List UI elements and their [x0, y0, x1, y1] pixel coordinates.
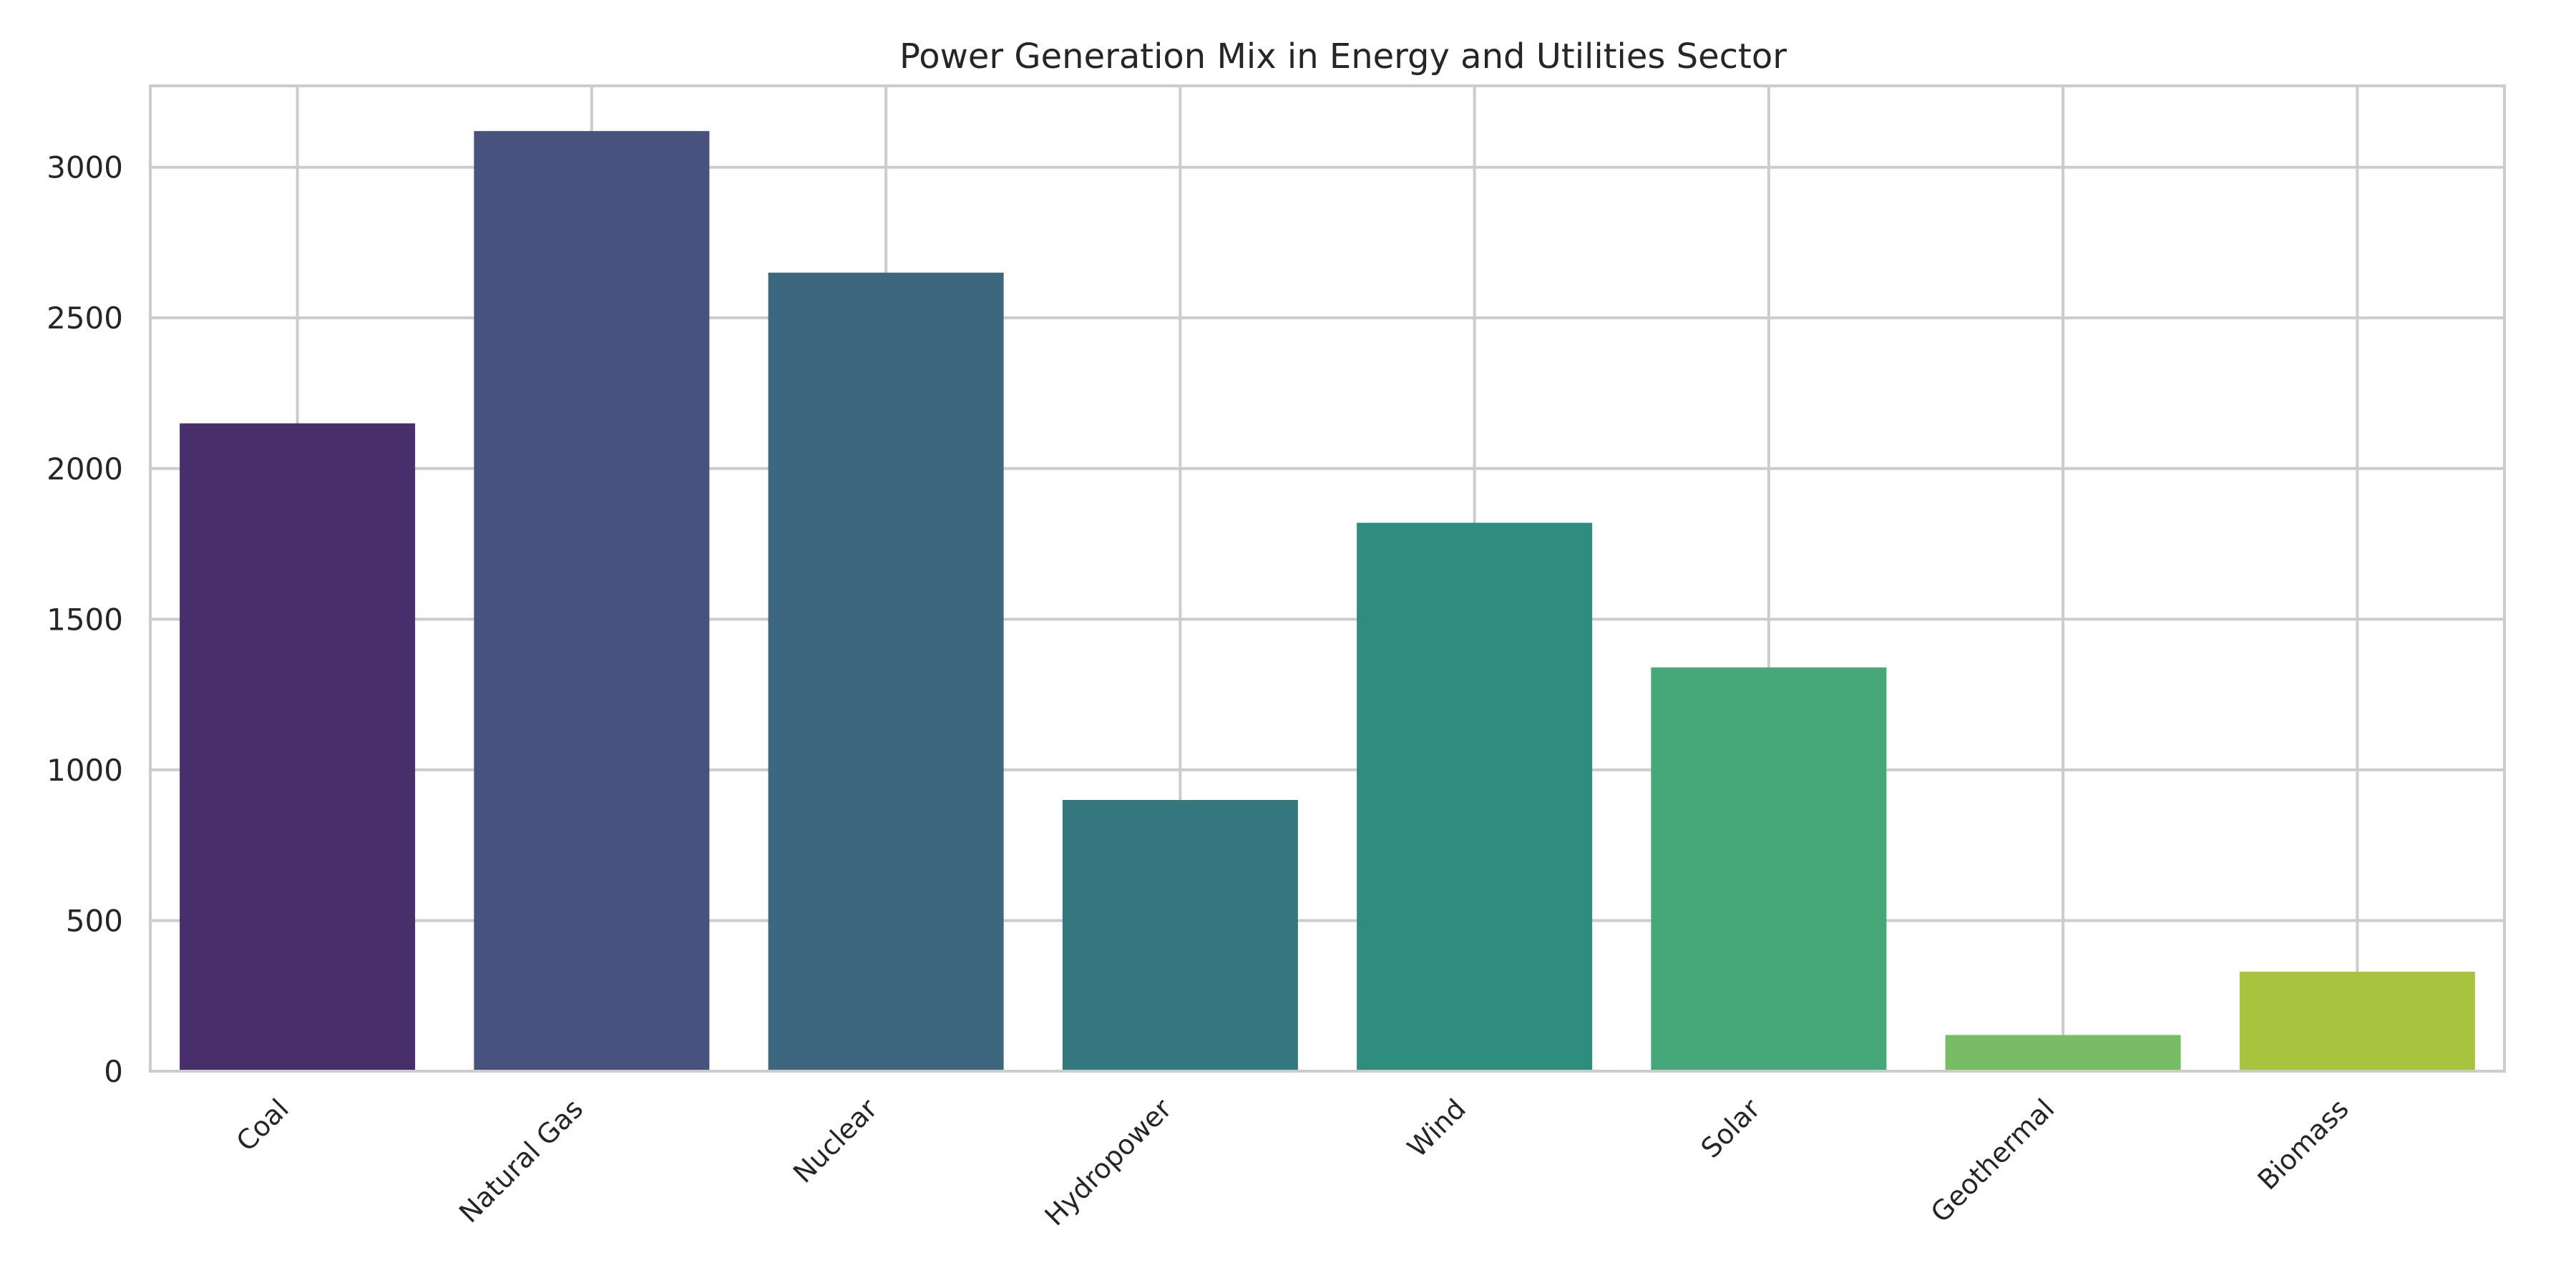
x-tick-label: Coal	[230, 1093, 295, 1157]
x-tick-label: Nuclear	[787, 1093, 884, 1189]
bar-wind	[1357, 522, 1593, 1071]
bar-solar	[1651, 667, 1887, 1071]
x-tick-label: Biomass	[2252, 1093, 2355, 1196]
y-tick-label: 2500	[47, 301, 123, 336]
x-tick-label: Solar	[1695, 1093, 1767, 1164]
y-tick-label: 1000	[47, 753, 123, 788]
x-tick-label: Geothermal	[1925, 1093, 2061, 1229]
y-tick-label: 500	[66, 903, 123, 938]
bars	[180, 131, 2475, 1072]
bar-coal	[180, 423, 416, 1071]
x-tick-label: Hydropower	[1039, 1093, 1178, 1231]
bar-natural-gas	[474, 131, 710, 1071]
x-tick-label: Natural Gas	[453, 1093, 589, 1229]
bar-nuclear	[768, 273, 1004, 1072]
y-tick-label: 1500	[47, 602, 123, 637]
y-tick-label: 2000	[47, 452, 123, 487]
y-axis-ticks: 0 500 1000 1500 2000 2500 3000	[47, 150, 123, 1089]
plot-frame	[149, 84, 2506, 1073]
x-tick-label: Wind	[1401, 1093, 1472, 1163]
x-axis-ticks: Coal Natural Gas Nuclear Hydropower Wind Sola…	[230, 1093, 2355, 1231]
bar-geothermal	[1945, 1035, 2181, 1071]
y-tick-label: 3000	[47, 150, 123, 185]
chart-title: Power Generation Mix in Energy and Utili…	[899, 36, 1787, 77]
y-tick-label: 0	[104, 1054, 123, 1089]
bar-hydropower	[1062, 800, 1298, 1071]
bar-biomass	[2239, 972, 2475, 1071]
